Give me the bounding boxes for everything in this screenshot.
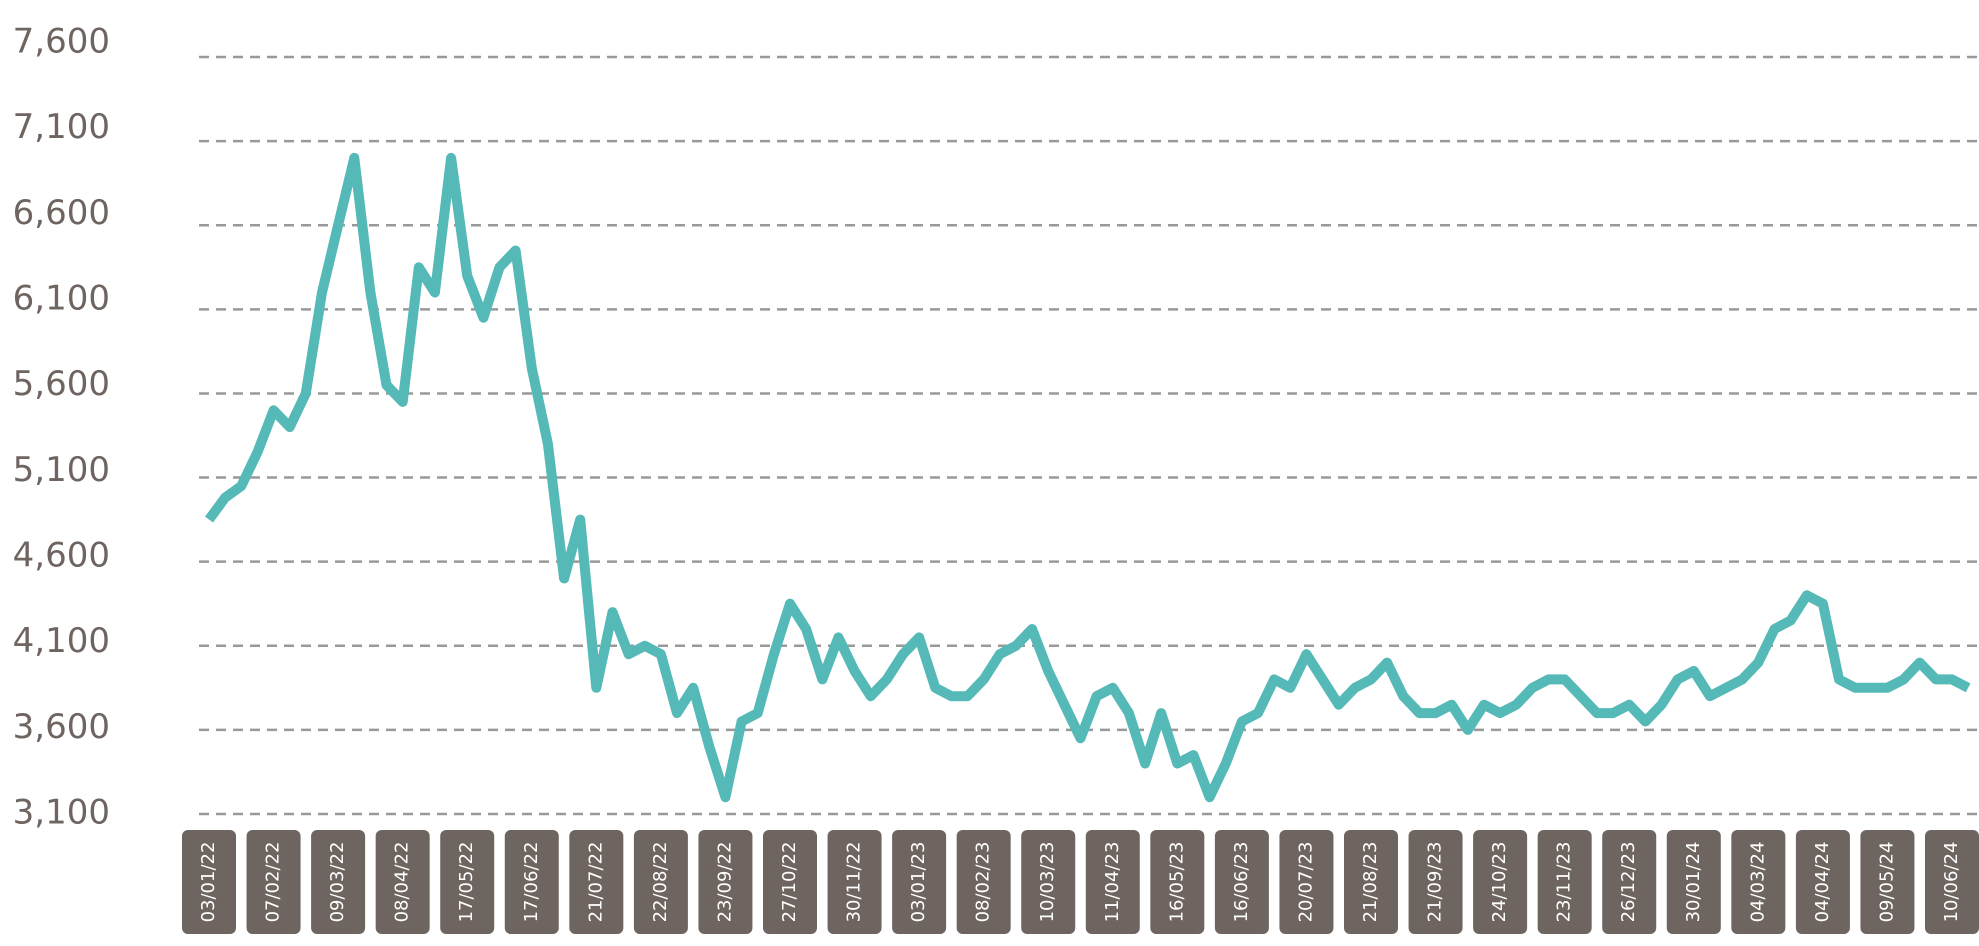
y-tick-label: 6,100 xyxy=(13,279,110,319)
x-label-box xyxy=(1473,830,1528,934)
x-tick-label: 10/06/24 xyxy=(1941,842,1962,923)
x-label-box xyxy=(311,830,366,934)
x-label-box xyxy=(1795,830,1850,934)
x-label-box xyxy=(1279,830,1334,934)
x-label-box xyxy=(1408,830,1463,934)
x-label-box xyxy=(246,830,301,934)
x-tick-label: 09/05/24 xyxy=(1876,842,1897,923)
x-label-box xyxy=(1860,830,1915,934)
x-tick-label: 26/12/23 xyxy=(1618,842,1639,923)
y-tick-label: 5,600 xyxy=(13,364,110,404)
x-label-box xyxy=(827,830,882,934)
y-tick-label: 3,100 xyxy=(13,793,110,833)
x-label-box xyxy=(504,830,559,934)
x-label-box xyxy=(1731,830,1786,934)
y-tick-label: 4,100 xyxy=(13,621,110,661)
x-tick-label: 23/11/23 xyxy=(1554,842,1575,923)
y-tick-label: 7,100 xyxy=(13,107,110,147)
x-label-box xyxy=(1085,830,1140,934)
x-tick-label: 04/03/24 xyxy=(1747,842,1768,923)
x-tick-label: 21/09/23 xyxy=(1425,842,1446,923)
x-label-box xyxy=(440,830,495,934)
x-label-box xyxy=(956,830,1011,934)
y-tick-label: 7,600 xyxy=(13,22,110,62)
x-label-box xyxy=(1537,830,1592,934)
x-tick-label: 30/11/22 xyxy=(844,842,865,923)
x-tick-label: 23/09/22 xyxy=(714,842,735,923)
x-tick-label: 03/01/22 xyxy=(198,842,219,923)
x-tick-label: 24/10/23 xyxy=(1489,842,1510,923)
x-tick-label: 07/02/22 xyxy=(263,842,284,923)
x-tick-label: 10/03/23 xyxy=(1037,842,1058,923)
x-tick-label: 03/01/23 xyxy=(908,842,929,923)
x-label-box xyxy=(569,830,624,934)
x-tick-label: 08/02/23 xyxy=(973,842,994,923)
x-label-box xyxy=(1214,830,1269,934)
y-tick-label: 4,600 xyxy=(13,536,110,576)
x-label-box xyxy=(633,830,688,934)
price-line xyxy=(204,152,1971,803)
x-label-box xyxy=(892,830,947,934)
x-tick-label: 04/04/24 xyxy=(1812,842,1833,923)
x-tick-label: 17/06/22 xyxy=(521,842,542,923)
x-label-box xyxy=(182,830,236,934)
x-tick-label: 30/01/24 xyxy=(1683,842,1704,923)
x-tick-label: 27/10/22 xyxy=(779,842,800,923)
x-tick-label: 16/05/23 xyxy=(1166,842,1187,923)
x-tick-label: 08/04/22 xyxy=(392,842,413,923)
y-tick-label: 3,600 xyxy=(13,707,110,747)
x-label-box xyxy=(1021,830,1076,934)
y-tick-label: 5,100 xyxy=(13,450,110,490)
x-tick-label: 09/03/22 xyxy=(327,842,348,923)
x-tick-label: 17/05/22 xyxy=(456,842,477,923)
x-tick-label: 21/07/22 xyxy=(585,842,606,923)
x-label-box xyxy=(375,830,430,934)
x-tick-label: 22/08/22 xyxy=(650,842,671,923)
x-label-box xyxy=(1925,830,1979,934)
x-label-box xyxy=(1666,830,1721,934)
x-tick-label: 11/04/23 xyxy=(1102,842,1123,923)
x-tick-label: 16/06/23 xyxy=(1231,842,1252,923)
x-label-box xyxy=(1602,830,1657,934)
x-label-box xyxy=(763,830,817,934)
y-tick-label: 6,600 xyxy=(13,193,110,233)
x-tick-label: 21/08/23 xyxy=(1360,842,1381,923)
x-label-box xyxy=(1150,830,1205,934)
x-tick-label: 20/07/23 xyxy=(1295,842,1316,923)
x-label-box xyxy=(698,830,753,934)
x-label-box xyxy=(1344,830,1398,934)
